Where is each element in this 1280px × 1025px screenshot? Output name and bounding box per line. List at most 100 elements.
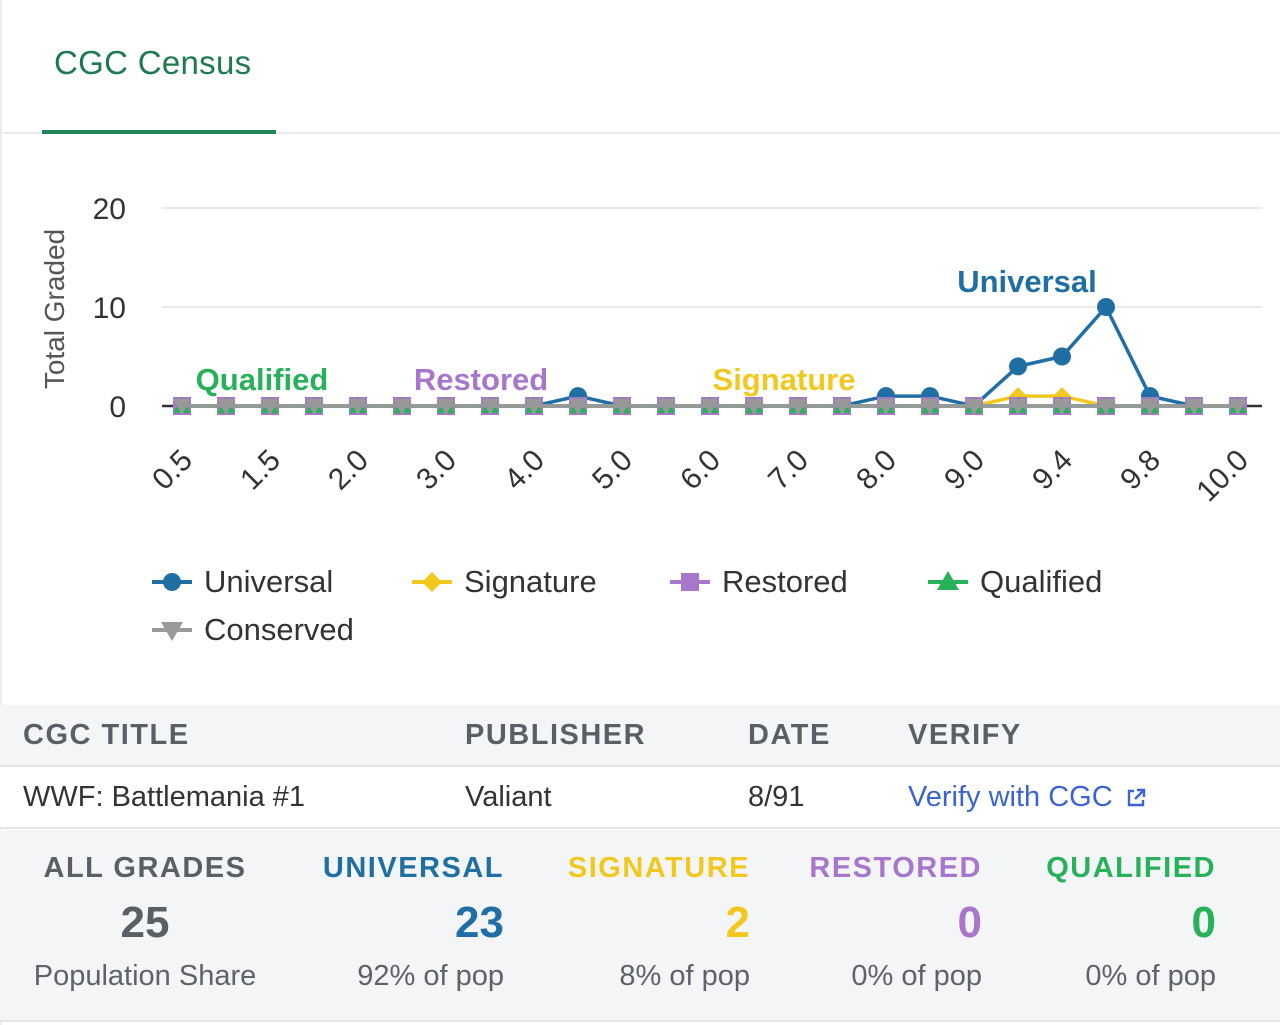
- x-tick-label: 9.8: [1114, 444, 1167, 497]
- conserved-point: [1141, 399, 1159, 415]
- cell-date: 8/91: [748, 781, 805, 813]
- stat-label: QUALIFIED: [1046, 852, 1216, 884]
- x-tick-label: 6.0: [674, 444, 727, 497]
- conserved-point: [745, 399, 763, 415]
- legend-item-conserved[interactable]: Conserved: [150, 608, 354, 652]
- legend-label: Universal: [204, 564, 334, 599]
- series-conserved: [173, 399, 1247, 415]
- x-tick-label: 3.0: [410, 444, 463, 497]
- x-tick-label: 2.0: [322, 444, 375, 497]
- legend-label: Conserved: [204, 612, 354, 647]
- tab-label: CGC Census: [54, 44, 252, 81]
- stat-value: 25: [120, 898, 170, 947]
- conserved-point: [217, 399, 235, 415]
- x-tick-label: 0.5: [146, 444, 199, 497]
- triangle-down-marker-icon: [152, 622, 192, 641]
- y-axis-title: Total Graded: [39, 229, 70, 389]
- y-tick-label: 0: [109, 391, 126, 424]
- x-tick-label: 8.0: [850, 444, 903, 497]
- conserved-point: [1185, 399, 1203, 415]
- legend-label: Signature: [464, 564, 597, 599]
- series-label-universal: Universal: [957, 264, 1097, 299]
- table-row: WWF: Battlemania #1 Valiant 8/91 Verify …: [0, 767, 1280, 829]
- census-line-chart: Total Graded 0 10 20 0.5 1.5 2.0 3.0 4.0 5.0 6.0…: [39, 193, 1262, 509]
- stat-subtext: 0% of pop: [851, 960, 982, 992]
- stat-all-grades: ALL GRADES 25 Population Share: [20, 830, 270, 1020]
- active-tab-indicator: [42, 130, 276, 134]
- stat-restored: RESTORED 0 0% of pop: [780, 830, 982, 1020]
- conserved-point: [965, 399, 983, 415]
- stat-qualified: QUALIFIED 0 0% of pop: [1010, 830, 1216, 1020]
- legend-label: Restored: [722, 564, 848, 599]
- legend-item-qualified[interactable]: Qualified: [926, 560, 1102, 604]
- tab-cgc-census[interactable]: CGC Census: [42, 0, 276, 134]
- header-publisher: PUBLISHER: [465, 719, 647, 751]
- conserved-point: [613, 399, 631, 415]
- conserved-point: [569, 399, 587, 415]
- series-label-signature: Signature: [713, 362, 856, 397]
- y-tick-label: 20: [93, 193, 126, 226]
- stat-value: 0: [957, 898, 982, 947]
- triangle-marker-icon: [928, 571, 968, 590]
- conserved-point: [1097, 399, 1115, 415]
- conserved-point: [1053, 399, 1071, 415]
- stat-subtext: 8% of pop: [619, 960, 750, 992]
- stat-subtext: 92% of pop: [357, 960, 504, 992]
- population-stats: ALL GRADES 25 Population Share UNIVERSAL…: [0, 830, 1280, 1022]
- y-tick-label: 10: [93, 292, 126, 325]
- left-border: [0, 0, 2, 1025]
- stat-label: UNIVERSAL: [322, 852, 504, 884]
- stat-signature: SIGNATURE 2 8% of pop: [540, 830, 750, 1020]
- conserved-point: [173, 399, 191, 415]
- universal-point: [1053, 347, 1071, 366]
- conserved-point: [833, 399, 851, 415]
- conserved-point: [1009, 399, 1027, 415]
- header-cgc-title: CGC TITLE: [23, 719, 190, 751]
- diamond-marker-icon: [412, 572, 452, 592]
- x-tick-label: 1.5: [234, 444, 287, 497]
- conserved-point: [305, 399, 323, 415]
- stat-label: SIGNATURE: [567, 852, 750, 884]
- external-link-icon: [1127, 788, 1145, 806]
- circle-marker-icon: [152, 573, 192, 591]
- conserved-point: [525, 399, 543, 415]
- conserved-point: [437, 399, 455, 415]
- legend-item-restored[interactable]: Restored: [668, 560, 848, 604]
- stat-label: RESTORED: [809, 852, 982, 884]
- conserved-point: [789, 399, 807, 415]
- legend-item-signature[interactable]: Signature: [410, 560, 597, 604]
- conserved-point: [1229, 399, 1247, 415]
- verify-with-cgc-link[interactable]: Verify with CGC: [908, 781, 1147, 814]
- universal-line: [182, 303, 1238, 408]
- header-date: DATE: [748, 719, 831, 751]
- stat-value: 23: [455, 898, 504, 947]
- chart-legend: Universal Signature Restored Qualified C…: [150, 560, 1150, 660]
- square-marker-icon: [670, 573, 710, 591]
- stat-value: 0: [1191, 898, 1216, 947]
- x-tick-label: 10.0: [1190, 444, 1255, 509]
- header-verify: VERIFY: [908, 719, 1022, 751]
- conserved-point: [657, 399, 675, 415]
- universal-point: [1009, 357, 1027, 376]
- table-header-row: CGC TITLE PUBLISHER DATE VERIFY: [0, 705, 1280, 767]
- comic-info-table: CGC TITLE PUBLISHER DATE VERIFY WWF: Bat…: [0, 705, 1280, 829]
- conserved-point: [877, 399, 895, 415]
- conserved-point: [921, 399, 939, 415]
- legend-label: Qualified: [980, 564, 1103, 599]
- stat-universal: UNIVERSAL 23 92% of pop: [300, 830, 504, 1020]
- legend-item-universal[interactable]: Universal: [150, 560, 333, 604]
- verify-link-label: Verify with CGC: [908, 781, 1113, 813]
- conserved-point: [701, 399, 719, 415]
- cell-title: WWF: Battlemania #1: [23, 781, 306, 813]
- series-label-qualified: Qualified: [196, 362, 329, 397]
- x-tick-label: 5.0: [586, 444, 639, 497]
- series-label-restored: Restored: [414, 362, 548, 397]
- stat-value: 2: [725, 898, 750, 947]
- x-tick-label: 9.0: [938, 444, 991, 497]
- conserved-point: [481, 399, 499, 415]
- tab-bar: CGC Census: [0, 0, 1280, 134]
- x-tick-label: 4.0: [498, 444, 551, 497]
- x-tick-label: 7.0: [762, 444, 815, 497]
- stat-subtext: 0% of pop: [1085, 960, 1216, 992]
- conserved-point: [349, 399, 367, 415]
